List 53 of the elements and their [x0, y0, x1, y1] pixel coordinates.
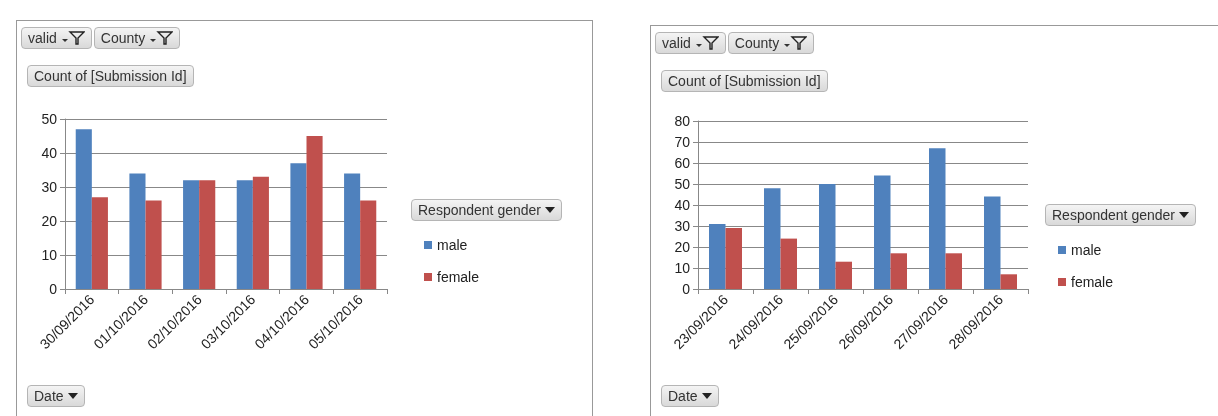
legend-label: female: [437, 269, 480, 285]
y-tick-label: 10: [674, 260, 691, 276]
y-tick-label: 0: [682, 281, 691, 297]
bar: [145, 200, 162, 289]
bar: [199, 180, 216, 289]
bar: [835, 261, 852, 289]
x-axis-title: Date: [34, 388, 64, 404]
bar: [183, 180, 200, 289]
bar: [945, 253, 962, 289]
y-tick-label: 30: [674, 218, 691, 234]
bar: [709, 223, 726, 289]
legend-label: female: [1071, 274, 1114, 290]
bar: [129, 173, 146, 289]
y-tick-label: 50: [674, 176, 691, 192]
y-tick-label: 30: [41, 179, 58, 195]
text: County: [734, 35, 780, 51]
text: valid: [662, 35, 691, 51]
y-tick-label: 40: [41, 145, 58, 161]
y-axis-title: Count of [Submission Id]: [668, 73, 821, 89]
y-tick-label: 0: [49, 281, 58, 297]
bar: [984, 196, 1001, 289]
bar: [1000, 274, 1017, 289]
bar: [780, 238, 797, 289]
y-tick-label: 40: [674, 197, 691, 213]
y-tick-label: 60: [674, 155, 691, 171]
bar: [75, 129, 92, 289]
y-axis-title: Count of [Submission Id]: [34, 68, 187, 84]
bar: [929, 148, 946, 289]
legend-title: Respondent gender: [418, 202, 541, 218]
bar: [819, 184, 836, 289]
bar: [252, 176, 269, 289]
text: County: [100, 30, 146, 46]
bar: [290, 163, 307, 289]
y-tick-label: 10: [41, 247, 58, 263]
bar: [306, 136, 323, 289]
bar: [344, 173, 361, 289]
bar: [236, 180, 253, 289]
y-tick-label: 80: [674, 113, 691, 129]
x-axis-title: Date: [668, 388, 698, 404]
legend-title: Respondent gender: [1052, 207, 1175, 223]
text: valid: [28, 30, 57, 46]
bar: [360, 200, 377, 289]
bar: [890, 253, 907, 289]
legend-label: male: [1071, 242, 1102, 258]
y-tick-label: 20: [674, 239, 691, 255]
bar: [91, 197, 108, 289]
bar: [725, 228, 742, 289]
legend-label: male: [437, 237, 468, 253]
y-tick-label: 50: [41, 111, 58, 127]
y-tick-label: 20: [41, 213, 58, 229]
bar: [764, 188, 781, 289]
bar: [874, 175, 891, 289]
y-tick-label: 70: [674, 134, 691, 150]
